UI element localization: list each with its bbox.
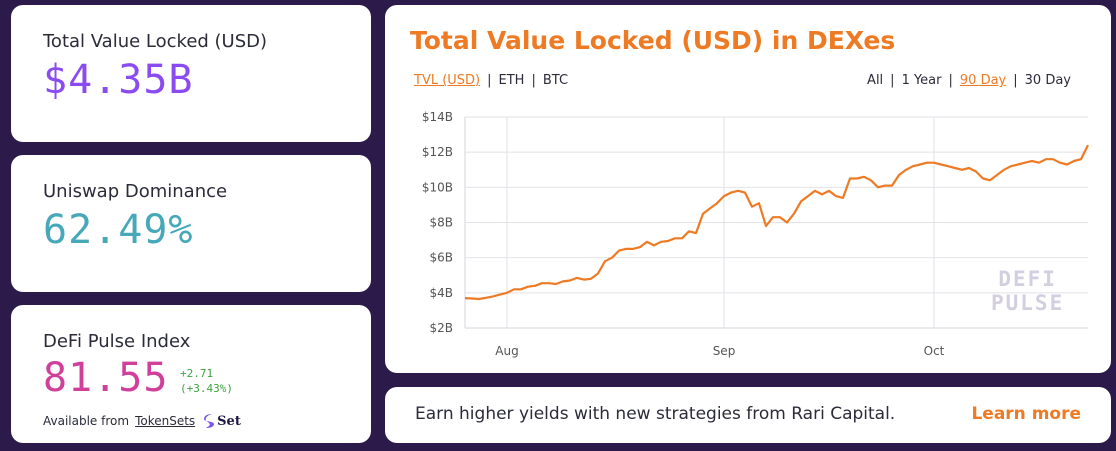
- y-tick-label: $2B: [429, 321, 453, 335]
- promo-text: Earn higher yields with new strategies f…: [415, 404, 896, 424]
- range-option-1-year[interactable]: 1 Year: [901, 73, 942, 88]
- currency-separator: |: [487, 73, 492, 88]
- tvl-value: $4.35B: [43, 57, 194, 103]
- y-tick-label: $6B: [429, 251, 453, 265]
- dpi-value: 81.55: [43, 355, 169, 401]
- dpi-label: DeFi Pulse Index: [43, 331, 191, 352]
- tvl-series-line: [464, 144, 1089, 301]
- set-logo[interactable]: Set: [203, 413, 241, 429]
- set-logo-text: Set: [217, 413, 241, 429]
- range-separator: |: [948, 73, 953, 88]
- set-logo-icon: [204, 414, 215, 428]
- tokensets-link[interactable]: TokenSets: [135, 414, 196, 428]
- currency-option-eth[interactable]: ETH: [498, 73, 525, 88]
- range-option-90-day[interactable]: 90 Day: [959, 73, 1007, 88]
- defi-pulse-watermark: DEFI PULSE: [991, 267, 1064, 315]
- available-from-text: Available from: [43, 414, 130, 428]
- chart-title: Total Value Locked (USD) in DEXes: [410, 26, 896, 55]
- y-tick-label: $14B: [422, 110, 453, 124]
- available-from: Available from TokenSets Set: [43, 413, 241, 429]
- uniswap-dominance-card: Uniswap Dominance 62.49%: [11, 155, 371, 292]
- range-option-30-day[interactable]: 30 Day: [1024, 73, 1071, 88]
- tvl-card: Total Value Locked (USD) $4.35B: [11, 5, 371, 142]
- currency-toggle: TVL (USD) | ETH | BTC: [414, 73, 568, 88]
- defi-pulse-index-card: DeFi Pulse Index 81.55 +2.71 (+3.43%) Av…: [11, 305, 371, 443]
- y-tick-label: $4B: [429, 286, 453, 300]
- range-separator: |: [1013, 73, 1018, 88]
- y-tick-label: $8B: [429, 216, 453, 230]
- x-tick-label: Sep: [713, 344, 736, 358]
- currency-separator: |: [531, 73, 536, 88]
- range-option-all[interactable]: All: [867, 73, 884, 88]
- y-tick-label: $12B: [422, 145, 453, 159]
- dpi-change-percent: (+3.43%): [180, 382, 233, 395]
- dpi-change-absolute: +2.71: [180, 367, 214, 380]
- tvl-line-chart: $2B $4B $6B $8B $10B $12B $14B Aug Sep Oct: [422, 110, 1089, 358]
- x-tick-label: Aug: [495, 344, 518, 358]
- uniswap-dominance-label: Uniswap Dominance: [43, 181, 228, 202]
- tvl-label: Total Value Locked (USD): [43, 31, 268, 52]
- y-tick-label: $10B: [422, 180, 453, 194]
- watermark-line-1: DEFI: [998, 267, 1057, 291]
- uniswap-dominance-value: 62.49%: [43, 207, 194, 253]
- watermark-line-2: PULSE: [991, 291, 1065, 315]
- range-toggle: All | 1 Year | 90 Day | 30 Day: [867, 73, 1071, 88]
- promo-banner: Earn higher yields with new strategies f…: [385, 387, 1111, 443]
- range-separator: |: [890, 73, 895, 88]
- x-tick-label: Oct: [924, 344, 945, 358]
- tvl-chart-card: Total Value Locked (USD) in DEXes TVL (U…: [385, 5, 1111, 373]
- currency-option-btc[interactable]: BTC: [542, 73, 569, 88]
- currency-option-tvl-usd[interactable]: TVL (USD): [414, 73, 481, 88]
- learn-more-link[interactable]: Learn more: [971, 404, 1081, 424]
